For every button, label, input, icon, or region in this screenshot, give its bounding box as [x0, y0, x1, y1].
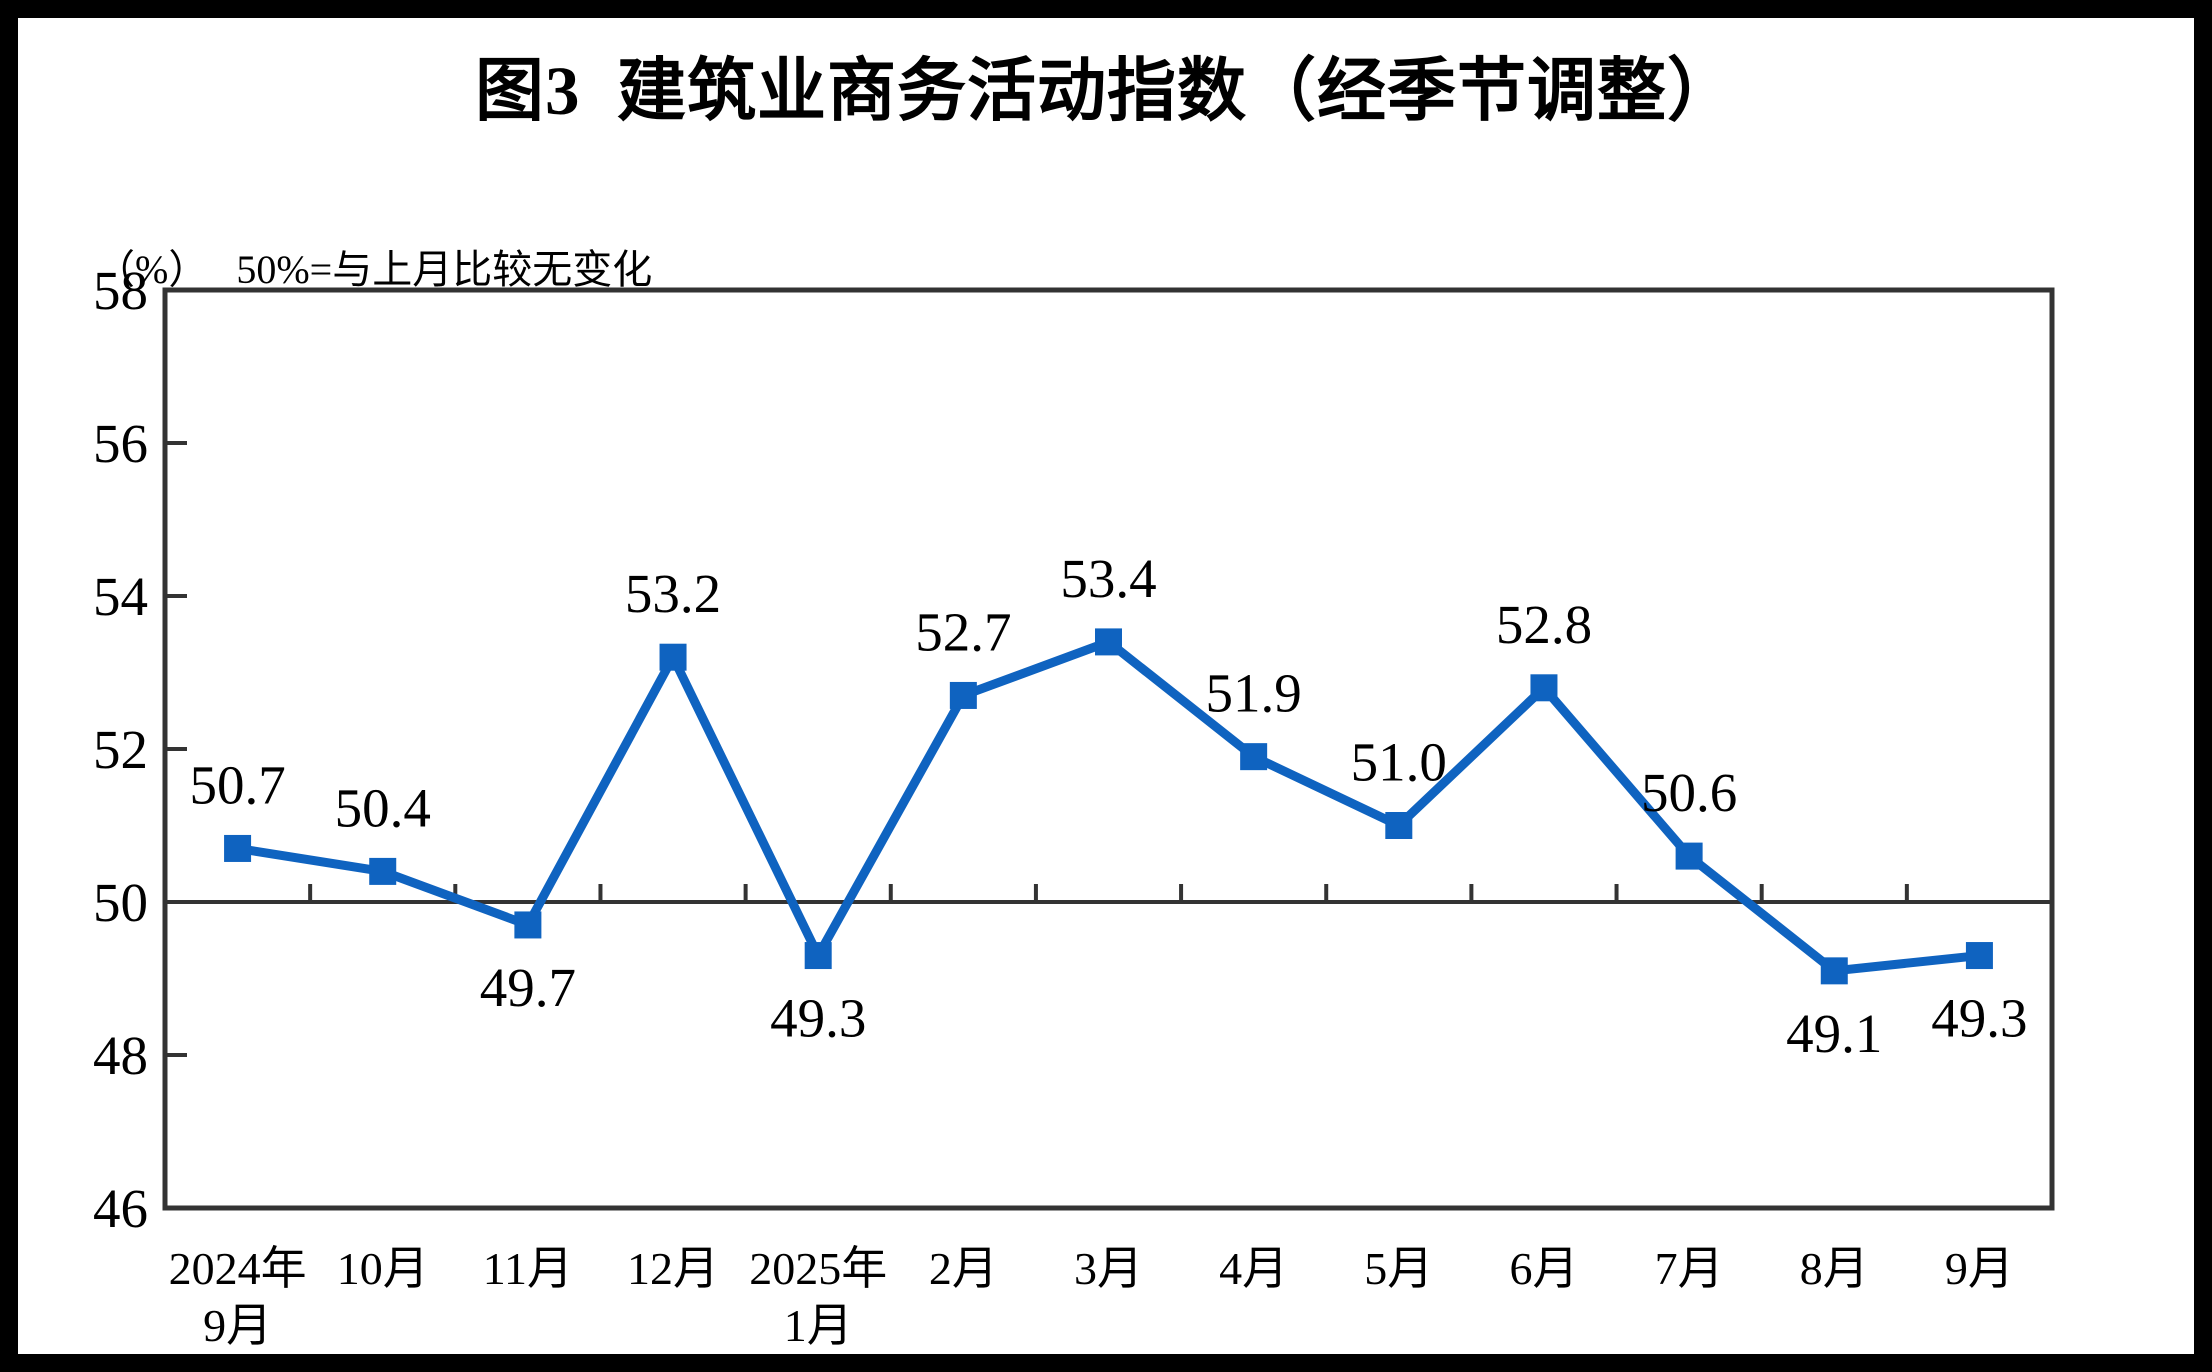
y-tick-label: 48: [93, 1025, 148, 1086]
x-tick-label: 2月: [929, 1243, 998, 1294]
data-point-marker: [659, 643, 687, 671]
data-point-label: 49.1: [1786, 1003, 1882, 1064]
x-tick-label: 10月: [337, 1243, 429, 1294]
data-point-marker: [804, 942, 832, 970]
y-tick-label: 46: [93, 1178, 148, 1239]
x-tick-label: 5月: [1364, 1243, 1433, 1294]
data-point-label: 49.3: [1931, 988, 2027, 1049]
x-tick-label: 12月: [627, 1243, 719, 1294]
data-point-marker: [1965, 942, 1993, 970]
x-tick-label: 2025年: [749, 1243, 887, 1294]
data-point-marker: [1820, 957, 1848, 985]
x-tick-label: 9月: [203, 1300, 272, 1351]
y-tick-label: 50: [93, 872, 148, 933]
y-tick-label: 56: [93, 413, 148, 474]
x-tick-label: 3月: [1074, 1243, 1143, 1294]
x-tick-label: 9月: [1945, 1243, 2014, 1294]
data-point-label: 53.4: [1060, 548, 1156, 609]
y-tick-label: 58: [93, 260, 148, 321]
plot-frame: [162, 287, 2055, 1211]
data-point-marker: [514, 911, 542, 939]
data-point-label: 52.8: [1496, 594, 1592, 655]
data-point-marker: [1095, 628, 1122, 656]
x-tick-label: 2024年: [169, 1243, 307, 1294]
y-tick-label: 52: [93, 719, 148, 780]
data-point-label: 51.0: [1351, 732, 1447, 793]
data-point-marker: [224, 834, 252, 862]
data-point-label: 51.9: [1206, 663, 1302, 724]
data-point-label: 53.2: [625, 563, 721, 624]
data-point-marker: [949, 681, 977, 709]
data-point-marker: [369, 857, 397, 885]
y-tick-label: 54: [93, 566, 148, 627]
y-axis-unit-label: （%）: [95, 247, 209, 292]
x-tick-label: 11月: [483, 1243, 573, 1294]
data-point-label: 50.6: [1641, 762, 1737, 823]
chart-title: 图3 建筑业商务活动指数（经季节调整）: [475, 53, 1737, 129]
axis-note-row: （%） 50%=与上月比较无变化: [55, 190, 652, 342]
baseline-note: 50%=与上月比较无变化: [236, 247, 653, 292]
data-point-label: 50.7: [189, 754, 285, 815]
data-point-marker: [1675, 842, 1703, 870]
x-tick-label: 7月: [1655, 1243, 1724, 1294]
data-point-label: 52.7: [915, 601, 1011, 662]
data-point-label: 49.7: [480, 957, 576, 1018]
data-point-marker: [1240, 743, 1268, 771]
data-point-label: 49.3: [770, 988, 866, 1049]
data-point-label: 50.4: [335, 777, 431, 838]
x-tick-label: 6月: [1509, 1243, 1578, 1294]
x-tick-label: 1月: [784, 1300, 853, 1351]
data-point-marker: [1530, 674, 1558, 702]
x-tick-label: 4月: [1219, 1243, 1288, 1294]
data-point-marker: [1385, 812, 1413, 839]
x-tick-label: 8月: [1800, 1243, 1869, 1294]
